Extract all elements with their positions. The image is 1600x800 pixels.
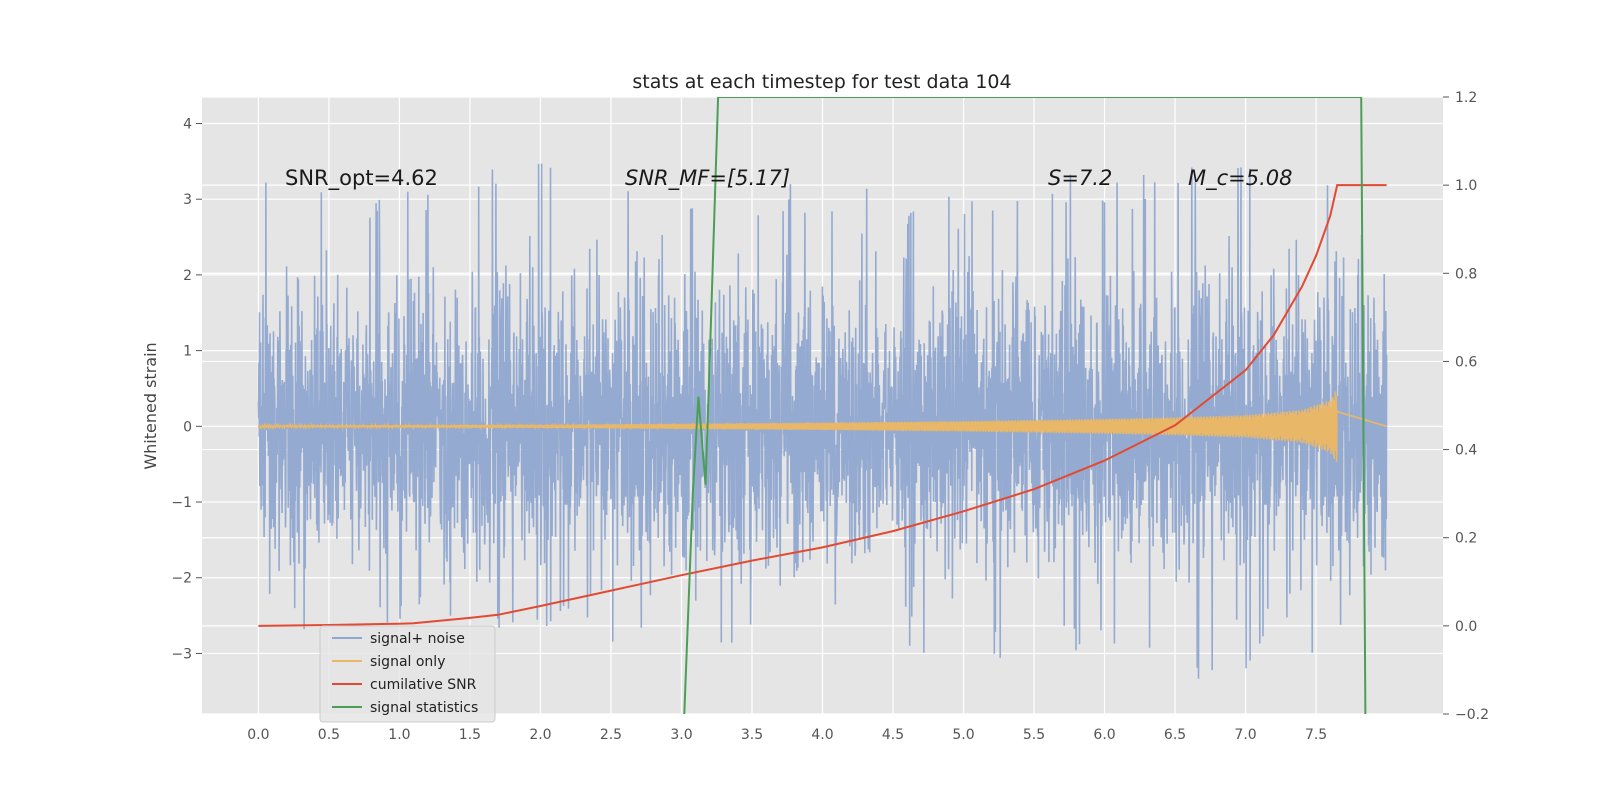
x-tick-label: 2.5: [600, 727, 622, 743]
x-tick-label: 4.5: [882, 727, 904, 743]
x-tick-label: 5.5: [1023, 727, 1045, 743]
x-tick-label: 0.5: [318, 727, 340, 743]
y2-tick-label: −0.2: [1455, 707, 1489, 723]
x-tick-label: 3.0: [670, 727, 692, 743]
y2-tick-label: 0.2: [1455, 531, 1477, 547]
x-tick-label: 4.0: [811, 727, 833, 743]
x-tick-label: 7.5: [1305, 727, 1327, 743]
y2-tick-label: 0.8: [1455, 266, 1477, 282]
series-signal-statistics: signal statistics: [683, 97, 1367, 714]
x-tick-label: 6.0: [1093, 727, 1115, 743]
x-tick-label: 7.0: [1234, 727, 1256, 743]
y2-tick-label: 0.6: [1455, 354, 1477, 370]
y2-tick-label: 0.0: [1455, 619, 1477, 635]
legend-box: [319, 625, 496, 723]
legend-label-signal-noise: signal+ noise: [370, 631, 465, 647]
legend-label-signal-statistics: signal statistics: [370, 700, 478, 716]
x-tick-label: 6.5: [1164, 727, 1186, 743]
legend-label-cumulative-snr: cumilative SNR: [370, 677, 477, 693]
y-tick-label: 4: [183, 116, 192, 132]
y2-tick-label: 0.4: [1455, 443, 1477, 459]
x-tick-label: 5.0: [952, 727, 974, 743]
x-tick-label: 1.5: [459, 727, 481, 743]
x-tick-label: 3.5: [741, 727, 763, 743]
annotation-mc: M_c=5.08: [1188, 166, 1293, 191]
legend: signal+ noise signal only cumilative SNR…: [319, 625, 496, 723]
y-tick-label: 0: [183, 419, 192, 435]
y-tick-label: 2: [183, 268, 192, 284]
annotation-snr-opt: SNR_opt=4.62: [285, 166, 438, 191]
axes: 0.0 0.5 1.0 1.5 2.0 2.5 3.0 3.5 4.0 4.5 5.0 5.5 6.0 6…: [171, 90, 1489, 743]
y-axis-label: Whitened strain: [141, 342, 160, 469]
annotation-snr-mf: SNR_MF=[5.17]: [625, 166, 790, 191]
y-tick-label: 1: [183, 344, 192, 360]
x-tick-label: 1.0: [388, 727, 410, 743]
annotation-s: S=7.2: [1048, 166, 1112, 190]
legend-label-signal-only: signal only: [370, 654, 445, 670]
x-tick-label: 0.0: [247, 727, 269, 743]
x-tick-label: 2.0: [529, 727, 551, 743]
y2-tick-label: 1.2: [1455, 90, 1477, 106]
y-tick-label: −2: [171, 571, 192, 587]
y-tick-label: −3: [171, 646, 192, 662]
y-tick-label: −1: [171, 495, 192, 511]
chart-title: stats at each timestep for test data 104: [632, 71, 1011, 93]
series-cumulative-snr: cumilative SNR: [258, 184, 1387, 627]
series-signal-only: signal only: [257, 391, 1387, 462]
series-signal-noise: signal+ noise: [257, 163, 1388, 679]
y2-tick-label: 1.0: [1455, 178, 1477, 194]
y-tick-label: 3: [183, 192, 192, 208]
